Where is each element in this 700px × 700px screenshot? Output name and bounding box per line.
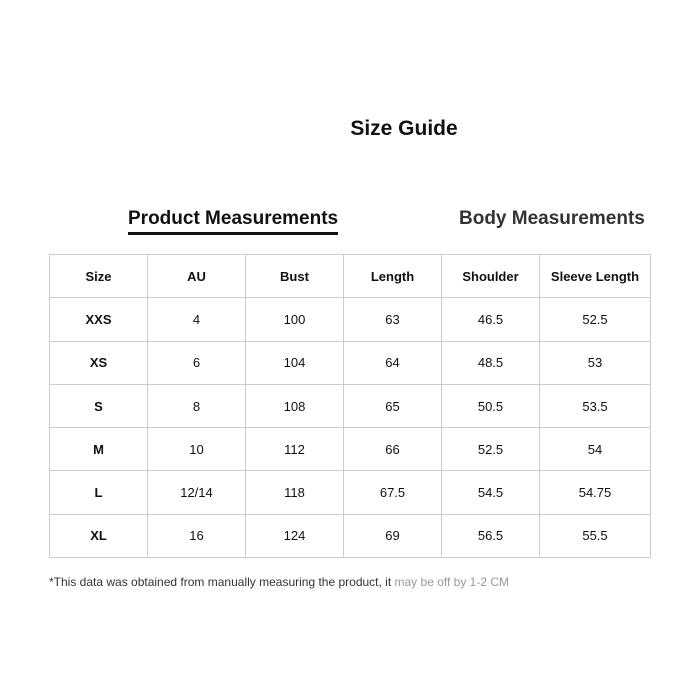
table-row: XXS 4 100 63 46.5 52.5 — [49, 297, 651, 342]
value-cell: 4 — [147, 297, 246, 342]
value-cell: 53.5 — [539, 383, 651, 429]
value-cell: 55.5 — [539, 513, 651, 559]
value-cell: 118 — [245, 470, 344, 515]
value-cell: 67.5 — [343, 470, 442, 515]
size-table: Size AU Bust Length Shoulder Sleeve Length XX… — [49, 253, 651, 559]
value-cell: 124 — [245, 513, 344, 559]
tab-product-measurements[interactable]: Product Measurements — [128, 208, 339, 235]
size-cell: L — [49, 470, 148, 515]
value-cell: 8 — [147, 383, 246, 429]
column-header: Sleeve Length — [539, 253, 651, 299]
size-cell: S — [49, 383, 148, 429]
value-cell: 16 — [147, 513, 246, 559]
tab-body-measurements[interactable]: Body Measurements — [459, 208, 645, 229]
value-cell: 69 — [343, 513, 442, 559]
value-cell: 12/14 — [147, 470, 246, 515]
measurement-note: *This data was obtained from manually me… — [49, 575, 509, 589]
size-cell: XS — [49, 340, 148, 385]
value-cell: 53 — [539, 340, 651, 385]
table-row: S 8 108 65 50.5 53.5 — [49, 383, 651, 429]
table-row: XS 6 104 64 48.5 53 — [49, 340, 651, 385]
value-cell: 108 — [245, 383, 344, 429]
size-cell: XL — [49, 513, 148, 559]
value-cell: 52.5 — [539, 297, 651, 342]
column-header: Size — [49, 253, 148, 299]
value-cell: 66 — [343, 427, 442, 472]
page-title: Size Guide — [350, 117, 458, 140]
note-text: *This data was obtained from manually me… — [49, 575, 395, 589]
value-cell: 54.75 — [539, 470, 651, 515]
column-header: Shoulder — [441, 253, 540, 299]
column-header: Bust — [245, 253, 344, 299]
value-cell: 100 — [245, 297, 344, 342]
value-cell: 104 — [245, 340, 344, 385]
value-cell: 52.5 — [441, 427, 540, 472]
table-row: L 12/14 118 67.5 54.5 54.75 — [49, 470, 651, 515]
size-cell: M — [49, 427, 148, 472]
value-cell: 6 — [147, 340, 246, 385]
value-cell: 65 — [343, 383, 442, 429]
table-header-row: Size AU Bust Length Shoulder Sleeve Length — [49, 253, 651, 299]
table-row: M 10 112 66 52.5 54 — [49, 427, 651, 472]
value-cell: 48.5 — [441, 340, 540, 385]
value-cell: 10 — [147, 427, 246, 472]
value-cell: 56.5 — [441, 513, 540, 559]
column-header: Length — [343, 253, 442, 299]
value-cell: 54 — [539, 427, 651, 472]
value-cell: 54.5 — [441, 470, 540, 515]
size-cell: XXS — [49, 297, 148, 342]
note-text-faded: may be off by 1-2 CM — [394, 575, 510, 589]
value-cell: 63 — [343, 297, 442, 342]
value-cell: 112 — [245, 427, 344, 472]
value-cell: 50.5 — [441, 383, 540, 429]
column-header: AU — [147, 253, 246, 299]
value-cell: 64 — [343, 340, 442, 385]
value-cell: 46.5 — [441, 297, 540, 342]
table-row: XL 16 124 69 56.5 55.5 — [49, 513, 651, 559]
